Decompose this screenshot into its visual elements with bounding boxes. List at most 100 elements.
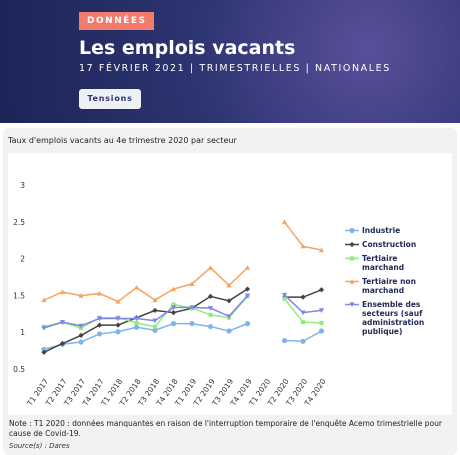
data-point xyxy=(281,219,288,225)
y-tick-label: 2 xyxy=(20,255,25,264)
data-point xyxy=(300,243,306,249)
legend-marker xyxy=(349,256,355,261)
data-point xyxy=(170,305,177,311)
data-point xyxy=(318,308,325,313)
data-point xyxy=(244,286,251,292)
data-point xyxy=(319,320,324,325)
legend-symbol xyxy=(345,278,359,284)
data-point xyxy=(115,329,121,335)
data-point xyxy=(96,331,103,337)
data-point xyxy=(300,294,306,300)
legend-label: Tertiaire marchand xyxy=(362,254,405,272)
data-point xyxy=(226,328,232,334)
data-point xyxy=(41,297,47,303)
data-point xyxy=(78,339,84,345)
y-tick-label: 0.5 xyxy=(13,365,25,374)
legend-marker xyxy=(349,241,355,248)
legend-label: Ensemble des secteurs (sauf administrati… xyxy=(362,300,425,336)
data-point xyxy=(152,318,158,324)
data-point xyxy=(226,298,232,304)
chart-title: Taux d'emplois vacants au 4e trimestre 2… xyxy=(8,136,237,145)
data-point xyxy=(115,322,121,328)
page-title: Les emplois vacants xyxy=(79,37,296,59)
data-point xyxy=(96,322,103,328)
data-point xyxy=(96,290,103,296)
data-point xyxy=(244,293,251,299)
legend-label: Industrie xyxy=(362,226,401,235)
data-point xyxy=(170,286,177,292)
data-point xyxy=(244,265,251,270)
data-point xyxy=(134,320,139,325)
legend-symbol xyxy=(345,256,359,261)
series-line xyxy=(43,322,322,351)
data-point xyxy=(133,324,140,330)
legend-label: Construction xyxy=(362,240,417,249)
y-tick-label: 1 xyxy=(20,328,25,337)
data-point xyxy=(207,293,214,299)
data-point xyxy=(152,327,158,333)
data-point xyxy=(41,349,47,355)
data-point xyxy=(41,346,47,352)
legend-item[interactable]: Construction xyxy=(344,240,426,249)
data-point xyxy=(207,306,214,311)
legend-item[interactable]: Tertiaire marchand xyxy=(344,254,426,272)
series-line xyxy=(43,221,322,303)
data-point xyxy=(244,321,251,327)
data-point xyxy=(133,316,140,322)
legend-item[interactable]: Industrie xyxy=(344,226,426,235)
note: Note : T1 2020 : données manquantes en r… xyxy=(9,419,442,438)
data-point xyxy=(189,321,195,327)
data-point xyxy=(208,312,213,317)
data-point xyxy=(226,314,232,319)
legend-item[interactable]: Tertiaire non marchand xyxy=(344,277,426,295)
y-tick-label: 3 xyxy=(20,181,25,190)
subtitle: 17 FÉVRIER 2021 | TRIMESTRIELLES | NATIO… xyxy=(79,63,391,74)
y-tick-label: 2.5 xyxy=(13,218,25,227)
data-point xyxy=(59,320,66,325)
source: Source(s) : Dares xyxy=(9,442,70,450)
data-point xyxy=(78,323,84,329)
data-point xyxy=(115,298,121,304)
data-point xyxy=(281,292,288,298)
data-point xyxy=(300,310,306,316)
data-point xyxy=(115,316,121,322)
data-point xyxy=(78,293,84,298)
legend-marker xyxy=(349,227,355,234)
data-point xyxy=(96,316,103,322)
tag-button[interactable]: Tensions xyxy=(79,89,141,109)
data-point xyxy=(300,320,306,325)
data-point xyxy=(152,297,158,303)
legend: Industrie Construction Tertiaire marchand T… xyxy=(344,226,426,341)
data-point xyxy=(59,340,66,347)
data-point xyxy=(318,247,325,253)
data-point xyxy=(59,289,66,295)
data-point xyxy=(300,338,306,344)
legend-label: Tertiaire non marchand xyxy=(362,277,416,295)
header: DONNÉES Les emplois vacants 17 FÉVRIER 2… xyxy=(0,0,460,123)
data-point xyxy=(78,332,84,339)
legend-symbol xyxy=(345,241,359,248)
data-point xyxy=(152,307,158,313)
data-point xyxy=(318,328,325,334)
legend-symbol xyxy=(345,227,359,234)
data-point xyxy=(189,281,195,286)
data-point xyxy=(207,323,214,330)
y-tick-label: 1.5 xyxy=(13,291,25,300)
data-point xyxy=(226,282,232,288)
data-point xyxy=(41,325,47,331)
data-point xyxy=(282,296,287,301)
data-point xyxy=(207,265,214,270)
data-point xyxy=(152,324,158,329)
data-point xyxy=(170,309,177,316)
data-point xyxy=(318,287,325,293)
data-point xyxy=(170,321,177,327)
badge: DONNÉES xyxy=(79,12,155,30)
data-point xyxy=(133,284,140,290)
legend-marker xyxy=(349,278,355,284)
data-point xyxy=(281,337,288,344)
legend-item[interactable]: Ensemble des secteurs (sauf administrati… xyxy=(344,300,426,336)
series-line xyxy=(43,288,322,354)
legend-symbol xyxy=(345,302,359,308)
